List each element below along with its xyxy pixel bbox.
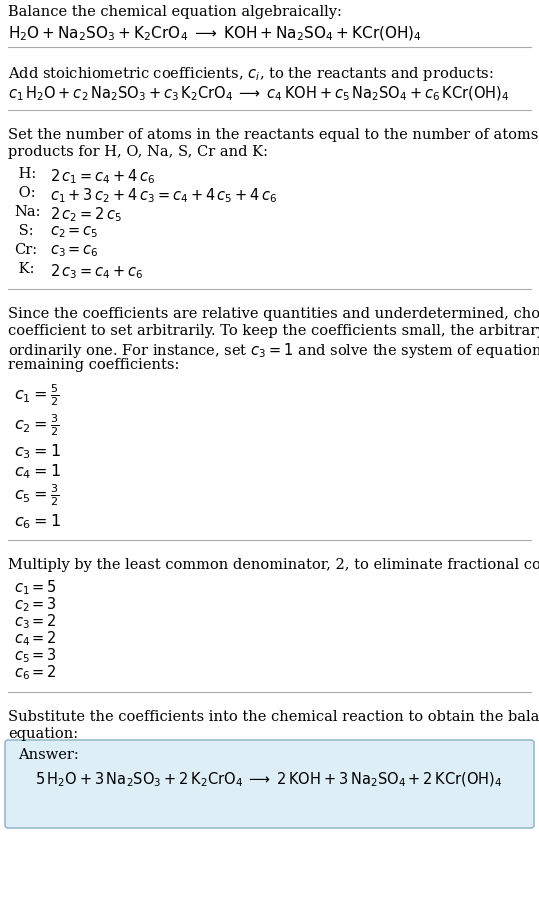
Text: $\mathrm{H_2O + Na_2SO_3 + K_2CrO_4 \;\longrightarrow\; KOH + Na_2SO_4 + KCr(OH): $\mathrm{H_2O + Na_2SO_3 + K_2CrO_4 \;\l… (8, 25, 422, 44)
Text: Balance the chemical equation algebraically:: Balance the chemical equation algebraica… (8, 5, 342, 19)
Text: $c_3 = 1$: $c_3 = 1$ (14, 442, 61, 460)
Text: remaining coefficients:: remaining coefficients: (8, 358, 179, 372)
Text: $5\,\mathrm{H_2O} + 3\,\mathrm{Na_2SO_3} + 2\,\mathrm{K_2CrO_4} \;\longrightarro: $5\,\mathrm{H_2O} + 3\,\mathrm{Na_2SO_3}… (35, 771, 502, 789)
Text: S:: S: (14, 224, 33, 238)
Text: $c_1\,\mathrm{H_2O} + c_2\,\mathrm{Na_2SO_3} + c_3\,\mathrm{K_2CrO_4} \;\longrig: $c_1\,\mathrm{H_2O} + c_2\,\mathrm{Na_2S… (8, 85, 510, 104)
Text: products for H, O, Na, S, Cr and K:: products for H, O, Na, S, Cr and K: (8, 145, 268, 159)
Text: $c_4 = 1$: $c_4 = 1$ (14, 462, 61, 480)
Text: $c_6 = 2$: $c_6 = 2$ (14, 663, 57, 682)
Text: $2\,c_3 = c_4 + c_6$: $2\,c_3 = c_4 + c_6$ (50, 262, 143, 280)
Text: $c_3 = 2$: $c_3 = 2$ (14, 612, 57, 631)
Text: $c_6 = 1$: $c_6 = 1$ (14, 512, 61, 531)
Text: H:: H: (14, 167, 36, 181)
Text: Cr:: Cr: (14, 243, 37, 257)
Text: $c_1 + 3\,c_2 + 4\,c_3 = c_4 + 4\,c_5 + 4\,c_6$: $c_1 + 3\,c_2 + 4\,c_3 = c_4 + 4\,c_5 + … (50, 186, 278, 205)
Text: $c_2 = c_5$: $c_2 = c_5$ (50, 224, 99, 239)
Text: $c_1 = \frac{5}{2}$: $c_1 = \frac{5}{2}$ (14, 382, 59, 408)
Text: Add stoichiometric coefficients, $c_i$, to the reactants and products:: Add stoichiometric coefficients, $c_i$, … (8, 65, 494, 83)
Text: $2\,c_1 = c_4 + 4\,c_6$: $2\,c_1 = c_4 + 4\,c_6$ (50, 167, 155, 186)
Text: K:: K: (14, 262, 34, 276)
Text: equation:: equation: (8, 727, 78, 741)
Text: Since the coefficients are relative quantities and underdetermined, choose a: Since the coefficients are relative quan… (8, 307, 539, 321)
Text: $c_5 = \frac{3}{2}$: $c_5 = \frac{3}{2}$ (14, 482, 59, 508)
FancyBboxPatch shape (5, 740, 534, 828)
Text: $c_3 = c_6$: $c_3 = c_6$ (50, 243, 99, 258)
Text: $c_4 = 2$: $c_4 = 2$ (14, 629, 57, 648)
Text: Set the number of atoms in the reactants equal to the number of atoms in the: Set the number of atoms in the reactants… (8, 128, 539, 142)
Text: $2\,c_2 = 2\,c_5$: $2\,c_2 = 2\,c_5$ (50, 205, 122, 224)
Text: coefficient to set arbitrarily. To keep the coefficients small, the arbitrary va: coefficient to set arbitrarily. To keep … (8, 324, 539, 338)
Text: ordinarily one. For instance, set $c_3 = 1$ and solve the system of equations fo: ordinarily one. For instance, set $c_3 =… (8, 341, 539, 360)
Text: O:: O: (14, 186, 36, 200)
Text: Multiply by the least common denominator, 2, to eliminate fractional coefficient: Multiply by the least common denominator… (8, 558, 539, 572)
Text: $c_2 = \frac{3}{2}$: $c_2 = \frac{3}{2}$ (14, 412, 59, 438)
Text: $c_1 = 5$: $c_1 = 5$ (14, 578, 57, 597)
Text: Substitute the coefficients into the chemical reaction to obtain the balanced: Substitute the coefficients into the che… (8, 710, 539, 724)
Text: $c_2 = 3$: $c_2 = 3$ (14, 595, 57, 613)
Text: $c_5 = 3$: $c_5 = 3$ (14, 646, 57, 664)
Text: Na:: Na: (14, 205, 40, 219)
Text: Answer:: Answer: (18, 748, 79, 762)
